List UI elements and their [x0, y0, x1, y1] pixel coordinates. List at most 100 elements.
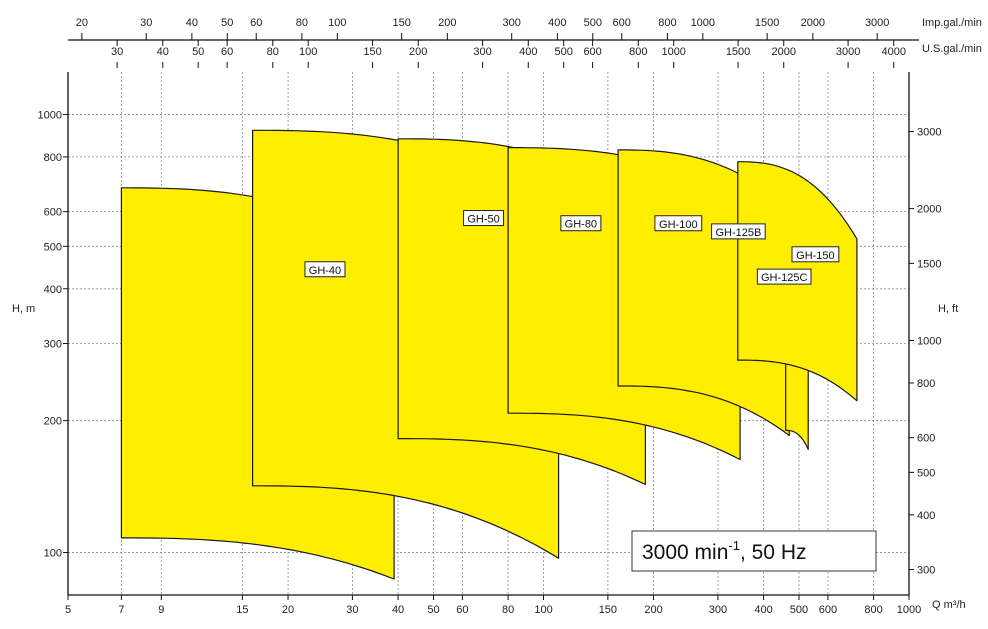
x-tick-label: 30 [346, 604, 358, 616]
x-tick-label: 80 [502, 604, 514, 616]
plot-frame [67, 39, 919, 596]
top2-tick-label: 60 [221, 46, 233, 58]
top2-tick-label: 400 [519, 46, 537, 58]
series-label-gh-100: GH-100 [659, 219, 698, 231]
top1-tick-label: 20 [76, 17, 88, 29]
top1-tick-label: 300 [503, 17, 521, 29]
x-tick-label: 60 [456, 604, 468, 616]
series-label-box [756, 268, 812, 285]
top1-tick-label: 600 [613, 17, 631, 29]
top2-tick-label: 200 [409, 46, 427, 58]
x-tick-label: 600 [819, 604, 837, 616]
speed-note-rest: , 50 Hz [740, 541, 807, 564]
x-tick-label: 1000 [897, 604, 921, 616]
y2-axis-label: H, ft [938, 303, 958, 315]
top1-tick-label: 2000 [801, 17, 825, 29]
speed-note-box [631, 530, 877, 572]
y-tick-label: 200 [44, 416, 62, 428]
x-tick-label: 15 [236, 604, 248, 616]
top-axis-us-gal: 30 40 50 60 80 100 150 200 300 400 500 600 800 1000 15… [111, 40, 906, 68]
top2-tick-label: 1500 [726, 46, 750, 58]
series-label-gh-50: GH-50 [467, 214, 499, 226]
series-labels: GH-40 GH-50 GH-80 GH-100 GH-125B GH-125C GH-15… [304, 210, 840, 285]
y-axis-label: H, m [12, 303, 35, 315]
top2-tick-label: 500 [555, 46, 573, 58]
y2-tick-label: 800 [917, 378, 935, 390]
top2-tick-label: 4000 [882, 46, 906, 58]
series-label-box [654, 215, 703, 232]
top2-tick-label: 3000 [836, 46, 860, 58]
series-label-box [560, 215, 602, 232]
top-axis-1-unit: Imp.gal./min [922, 17, 982, 29]
top2-tick-label: 1000 [661, 46, 685, 58]
x-tick-label: 500 [790, 604, 808, 616]
top2-tick-label: 50 [192, 46, 204, 58]
pump-range-areas [120, 129, 858, 580]
series-label-gh-40: GH-40 [309, 265, 341, 277]
x-tick-label: 200 [644, 604, 662, 616]
x-tick-label: 100 [534, 604, 552, 616]
y2-tick-label: 500 [917, 467, 935, 479]
series-label-box [711, 223, 766, 240]
x-axis-unit: Q m³/h [932, 599, 966, 611]
y2-tick-label: 1000 [917, 336, 941, 348]
speed-note-sup: -1 [728, 538, 740, 553]
x-tick-label: 20 [282, 604, 294, 616]
x-tick-label: 300 [709, 604, 727, 616]
top1-tick-label: 50 [221, 17, 233, 29]
series-label-gh-150: GH-150 [796, 250, 835, 262]
series-label-gh-125c: GH-125C [761, 272, 808, 284]
top1-tick-label: 400 [548, 17, 566, 29]
top1-tick-label: 800 [658, 17, 676, 29]
speed-note: 3000 min-1, 50 Hz [631, 530, 877, 572]
speed-note-text: 3000 min-1, 50 Hz [642, 538, 806, 564]
top1-tick-label: 1500 [755, 17, 779, 29]
series-label-gh-125b: GH-125B [715, 227, 761, 239]
x-tick-label: 9 [158, 604, 164, 616]
top1-tick-label: 200 [438, 17, 456, 29]
x-tick-label: 5 [65, 604, 71, 616]
top2-tick-label: 600 [583, 46, 601, 58]
y-tick-label: 600 [44, 207, 62, 219]
top1-tick-label: 60 [250, 17, 262, 29]
y2-tick-label: 3000 [917, 126, 941, 138]
y2-tick-label: 2000 [917, 204, 941, 216]
x-tick-label: 800 [864, 604, 882, 616]
series-label-gh-80: GH-80 [565, 219, 597, 231]
x-tick-label: 7 [118, 604, 124, 616]
y2-tick-label: 600 [917, 433, 935, 445]
top2-tick-label: 800 [629, 46, 647, 58]
y2-tick-label: 1500 [917, 258, 941, 270]
y-tick-label: 300 [44, 339, 62, 351]
y-tick-label: 100 [44, 548, 62, 560]
top2-tick-label: 2000 [771, 46, 795, 58]
x-axis-ticks: 5 7 9 15 20 30 40 50 60 80 100 150 200 300 400 500 600 80… [65, 595, 921, 616]
series-label-box [791, 246, 840, 263]
y2-tick-label: 400 [917, 510, 935, 522]
top2-tick-label: 80 [267, 46, 279, 58]
top-axis-imp-gal: 20 30 40 50 60 80 100 150 200 300 400 500 600 800 1000… [76, 17, 889, 40]
top2-tick-label: 30 [111, 46, 123, 58]
top2-tick-label: 300 [473, 46, 491, 58]
y-axis-ticks: 100 200 300 400 500 600 800 1000 [38, 109, 68, 560]
y-tick-label: 400 [44, 284, 62, 296]
top1-tick-label: 30 [140, 17, 152, 29]
y-tick-label: 800 [44, 152, 62, 164]
y2-tick-label: 300 [917, 565, 935, 577]
top1-tick-label: 100 [328, 17, 346, 29]
top1-tick-label: 150 [392, 17, 410, 29]
top1-tick-label: 80 [296, 17, 308, 29]
y-tick-label: 1000 [38, 109, 62, 121]
series-label-box [304, 261, 346, 278]
top1-tick-label: 40 [186, 17, 198, 29]
top1-tick-label: 3000 [865, 17, 889, 29]
top-axis-2-unit: U.S.gal./min [922, 43, 982, 55]
x-tick-label: 50 [427, 604, 439, 616]
x-tick-label: 400 [754, 604, 772, 616]
y2-axis-ticks: 300 400 500 600 800 1000 1500 2000 3000 [909, 126, 941, 577]
top2-tick-label: 40 [157, 46, 169, 58]
top1-tick-label: 1000 [691, 17, 715, 29]
y-tick-label: 500 [44, 241, 62, 253]
x-tick-label: 150 [599, 604, 617, 616]
